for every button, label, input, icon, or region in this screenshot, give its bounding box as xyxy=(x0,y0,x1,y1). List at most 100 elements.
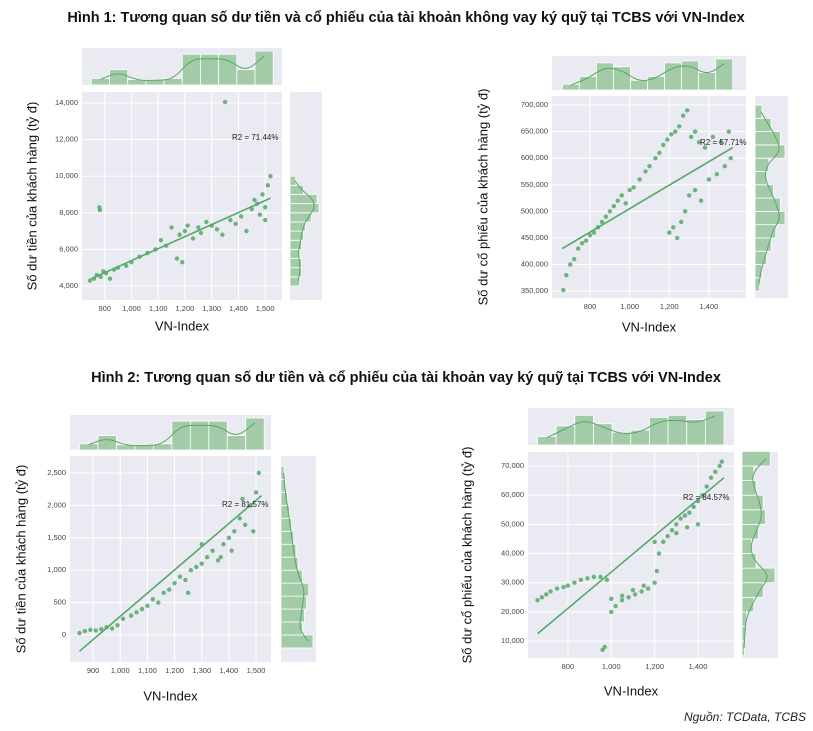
x-tick-label: 800 xyxy=(584,302,597,311)
fit-line xyxy=(561,146,734,250)
point xyxy=(564,272,569,278)
point xyxy=(134,610,139,615)
point xyxy=(220,232,225,237)
source: Nguồn: TCData, TCBS xyxy=(684,710,806,724)
point xyxy=(265,183,271,188)
point xyxy=(77,630,82,636)
x-tick-label: 1,000 xyxy=(111,666,130,675)
x-axis-label: VN-Index xyxy=(143,688,198,703)
point xyxy=(252,197,257,203)
y-axis-label: Số dư cổ phiếu của khách hàng (tỷ đ) xyxy=(459,447,474,664)
x-tick-label: 1,500 xyxy=(256,304,275,313)
point xyxy=(548,589,553,594)
hist-bar xyxy=(574,414,594,446)
point xyxy=(698,198,704,203)
y-tick-label: 1,500 xyxy=(47,533,66,542)
hist-bar xyxy=(686,419,706,446)
point xyxy=(183,577,188,583)
point xyxy=(180,260,185,265)
point xyxy=(661,539,666,545)
y-tick-label: 10,000 xyxy=(55,171,78,180)
point xyxy=(598,574,603,580)
hist-bar xyxy=(630,429,650,446)
point xyxy=(591,230,597,235)
y-tick-label: 450,000 xyxy=(521,233,548,242)
fit-line xyxy=(537,477,725,635)
x-tick-label: 1,000 xyxy=(122,304,141,313)
x-axis-label: VN-Index xyxy=(622,319,677,334)
point xyxy=(232,529,237,534)
point xyxy=(256,470,261,476)
hist-bar xyxy=(741,509,766,525)
hist-bar xyxy=(704,410,725,446)
plot-area xyxy=(82,92,282,300)
point xyxy=(88,627,93,632)
point xyxy=(656,551,662,556)
point xyxy=(568,262,573,267)
point xyxy=(196,225,201,230)
point xyxy=(575,246,581,251)
y-tick-label: 500 xyxy=(53,598,66,607)
point xyxy=(226,535,232,540)
hist-bar xyxy=(630,79,648,91)
point xyxy=(661,142,666,148)
point xyxy=(190,236,196,241)
x-tick-label: 1,400 xyxy=(229,304,248,313)
point xyxy=(218,555,223,560)
point xyxy=(639,589,644,594)
point xyxy=(204,555,210,560)
point xyxy=(669,527,675,533)
point xyxy=(675,235,680,241)
hist-bar xyxy=(109,69,129,86)
point xyxy=(708,475,714,480)
point xyxy=(120,616,126,621)
y-axis-label: Số dư tiền của khách hàng (tỷ đ) xyxy=(13,465,28,654)
point xyxy=(583,238,589,243)
point xyxy=(198,230,204,236)
point xyxy=(535,598,540,603)
point xyxy=(578,577,584,583)
point xyxy=(561,584,566,590)
y-tick-label: 650,000 xyxy=(521,127,548,136)
point xyxy=(637,177,642,182)
kde-curve xyxy=(88,422,256,447)
point xyxy=(657,150,662,156)
point xyxy=(215,558,221,563)
hist-bar xyxy=(698,72,717,91)
point xyxy=(229,548,234,553)
kde-curve xyxy=(294,180,315,282)
hist-bar xyxy=(289,203,320,214)
point xyxy=(240,496,245,502)
point xyxy=(722,163,727,169)
kde-curve xyxy=(758,111,780,285)
point xyxy=(710,134,716,140)
point xyxy=(719,459,725,464)
point xyxy=(177,574,183,579)
y-tick-label: 0 xyxy=(62,630,66,639)
point xyxy=(643,169,648,174)
point xyxy=(692,187,698,193)
point xyxy=(185,223,190,228)
kde-curve xyxy=(283,472,309,642)
point xyxy=(704,484,709,489)
x-tick-label: 1,000 xyxy=(620,302,639,311)
hist-bar xyxy=(280,582,310,597)
hist-bar xyxy=(647,76,665,91)
point xyxy=(623,201,628,206)
point xyxy=(613,603,618,609)
point xyxy=(682,513,688,518)
point xyxy=(123,263,129,269)
point xyxy=(87,278,93,283)
y-tick-label: 2,000 xyxy=(47,500,66,509)
y-tick-label: 10,000 xyxy=(501,636,524,645)
point xyxy=(632,592,638,597)
point xyxy=(692,129,698,134)
point xyxy=(615,198,620,203)
point xyxy=(607,209,613,214)
point xyxy=(696,140,702,145)
point xyxy=(647,163,652,169)
y-tick-label: 40,000 xyxy=(501,549,524,558)
annotation: R2 = 84.57% xyxy=(683,493,729,502)
point xyxy=(602,644,607,650)
point xyxy=(728,155,733,161)
